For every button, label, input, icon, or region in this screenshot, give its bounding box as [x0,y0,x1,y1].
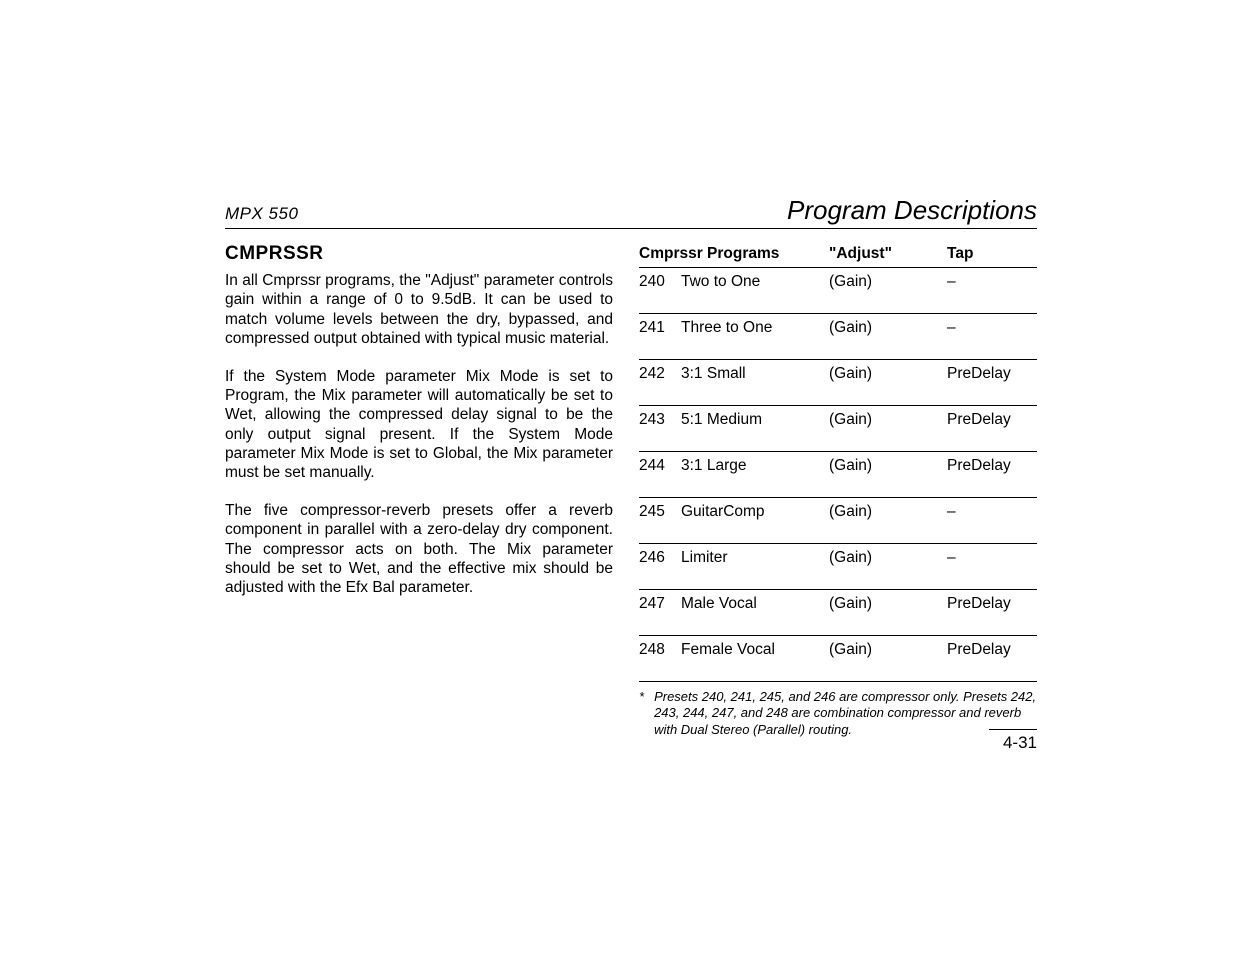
cell-adjust: (Gain) [829,544,947,590]
table-row: 240 Two to One (Gain) – [639,268,1037,314]
section-title: Program Descriptions [787,195,1037,226]
cell-tap: PreDelay [947,406,1037,452]
table-row: 244 3:1 Large (Gain) PreDelay [639,452,1037,498]
table-row: 248 Female Vocal (Gain) PreDelay [639,636,1037,682]
cell-num: 248 [639,636,681,682]
cell-tap: PreDelay [947,590,1037,636]
cell-name: Two to One [681,268,829,314]
cell-adjust: (Gain) [829,268,947,314]
cell-name: 5:1 Medium [681,406,829,452]
paragraph: The five compressor-reverb presets offer… [225,501,613,598]
footnote: * Presets 240, 241, 245, and 246 are com… [639,689,1037,738]
table-row: 241 Three to One (Gain) – [639,314,1037,360]
table-header-row: Cmprssr Programs "Adjust" Tap [639,243,1037,268]
cell-num: 240 [639,268,681,314]
cell-adjust: (Gain) [829,590,947,636]
table-row: 242 3:1 Small (Gain) PreDelay [639,360,1037,406]
cell-num: 247 [639,590,681,636]
col-header-programs: Cmprssr Programs [639,243,829,268]
col-header-adjust: "Adjust" [829,243,947,268]
col-header-tap: Tap [947,243,1037,268]
cell-tap: PreDelay [947,452,1037,498]
table-row: 245 GuitarComp (Gain) – [639,498,1037,544]
paragraph: In all Cmprssr programs, the "Adjust" pa… [225,271,613,349]
cell-num: 246 [639,544,681,590]
content-columns: CMPRSSR In all Cmprssr programs, the "Ad… [225,243,1037,738]
cell-name: 3:1 Small [681,360,829,406]
cell-name: GuitarComp [681,498,829,544]
cell-num: 245 [639,498,681,544]
footnote-text: Presets 240, 241, 245, and 246 are compr… [654,689,1037,738]
programs-table: Cmprssr Programs "Adjust" Tap 240 Two to… [639,243,1037,682]
cell-adjust: (Gain) [829,498,947,544]
page-header: MPX 550 Program Descriptions [225,195,1037,229]
table-body: 240 Two to One (Gain) – 241 Three to One… [639,268,1037,682]
cell-adjust: (Gain) [829,636,947,682]
footnote-marker: * [639,689,644,738]
cell-name: Male Vocal [681,590,829,636]
cell-adjust: (Gain) [829,452,947,498]
cell-tap: PreDelay [947,360,1037,406]
right-column: Cmprssr Programs "Adjust" Tap 240 Two to… [639,243,1037,738]
cell-tap: – [947,544,1037,590]
cell-adjust: (Gain) [829,406,947,452]
manual-page: MPX 550 Program Descriptions CMPRSSR In … [225,195,1037,738]
table-row: 246 Limiter (Gain) – [639,544,1037,590]
model-label: MPX 550 [225,204,298,224]
paragraph: If the System Mode parameter Mix Mode is… [225,367,613,483]
cell-num: 244 [639,452,681,498]
cell-name: Female Vocal [681,636,829,682]
cell-num: 243 [639,406,681,452]
cell-tap: – [947,498,1037,544]
cell-name: Three to One [681,314,829,360]
cell-adjust: (Gain) [829,360,947,406]
program-heading: CMPRSSR [225,243,613,265]
cell-tap: – [947,268,1037,314]
page-number: 4-31 [989,729,1037,753]
cell-tap: PreDelay [947,636,1037,682]
table-row: 247 Male Vocal (Gain) PreDelay [639,590,1037,636]
cell-name: Limiter [681,544,829,590]
cell-adjust: (Gain) [829,314,947,360]
cell-num: 241 [639,314,681,360]
cell-tap: – [947,314,1037,360]
left-column: CMPRSSR In all Cmprssr programs, the "Ad… [225,243,613,738]
cell-name: 3:1 Large [681,452,829,498]
table-row: 243 5:1 Medium (Gain) PreDelay [639,406,1037,452]
cell-num: 242 [639,360,681,406]
